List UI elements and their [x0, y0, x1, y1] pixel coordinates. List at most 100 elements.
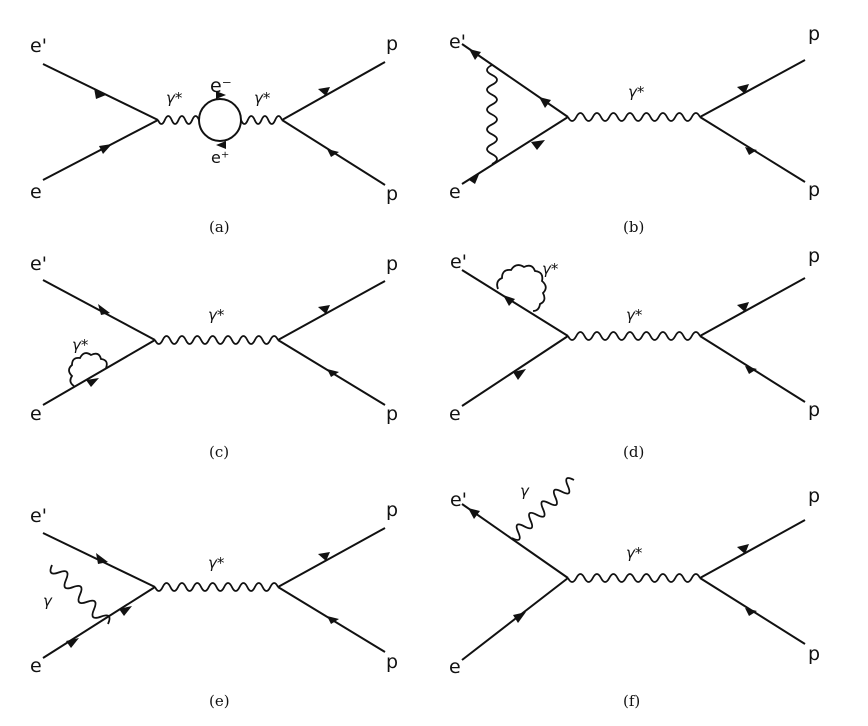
- arrow-hadron-top: [737, 544, 749, 554]
- arrow-out-lepton-1: [469, 49, 481, 60]
- line-hadron-top: [699, 277, 806, 337]
- arrow-hadron-bottom: [745, 366, 757, 374]
- label-hadron-top: p: [808, 485, 820, 507]
- label-photon: γ*: [626, 306, 643, 324]
- label-hadron-bottom: p: [386, 183, 398, 205]
- caption-f: (f): [623, 692, 640, 710]
- arrow-in-lepton: [86, 378, 99, 387]
- arrow-hadron-top: [737, 302, 749, 312]
- arrow-hadron-top: [318, 87, 330, 96]
- arrow-out-lepton-2: [539, 97, 551, 108]
- arrow-loop-bottom: [216, 141, 226, 149]
- label-out-lepton: e': [450, 489, 467, 511]
- photon-right: [240, 115, 283, 125]
- label-photon: γ*: [628, 83, 645, 101]
- caption-a: (a): [209, 218, 230, 236]
- label-hadron-bottom: p: [808, 399, 820, 421]
- arrow-hadron-top: [318, 552, 330, 561]
- label-out-lepton: e': [449, 31, 466, 53]
- label-self-energy: γ*: [72, 336, 89, 354]
- line-in-lepton: [42, 586, 156, 659]
- arrow-out-lepton: [468, 508, 480, 519]
- arrow-hadron-bottom: [327, 616, 339, 624]
- arrow-hadron-bottom: [745, 608, 757, 616]
- label-self-energy: γ*: [542, 260, 559, 278]
- label-photon: γ*: [626, 544, 643, 562]
- label-hadron-top: p: [386, 499, 398, 521]
- arrow-hadron-top: [318, 305, 330, 314]
- label-hadron-bottom: p: [386, 403, 398, 425]
- arrow-in-lepton: [513, 612, 526, 623]
- label-hadron-top: p: [808, 245, 820, 267]
- electron-loop: [198, 98, 242, 142]
- line-hadron-top: [281, 61, 386, 121]
- photon-exchange: [154, 335, 279, 345]
- label-in-lepton: e: [30, 181, 42, 203]
- arrow-hadron-bottom: [327, 369, 339, 377]
- self-energy-loop: [68, 352, 108, 387]
- arrow-loop-top: [216, 91, 226, 99]
- arrow-in-lepton: [99, 144, 112, 154]
- line-hadron-top: [699, 59, 806, 118]
- arrow-out-lepton: [98, 304, 110, 315]
- arrow-hadron-top: [737, 84, 749, 94]
- photon-exchange: [154, 582, 279, 592]
- arrow-out-lepton: [96, 553, 108, 564]
- arrow-in-lepton: [513, 369, 526, 380]
- label-in-lepton: e: [30, 655, 42, 677]
- caption-c: (c): [209, 443, 229, 461]
- label-hadron-top: p: [386, 33, 398, 55]
- arrow-out-lepton: [503, 295, 515, 306]
- diagram-f: e' e p p γ* γ (f): [449, 477, 820, 710]
- line-in-lepton: [42, 119, 159, 181]
- label-hadron-bottom: p: [808, 179, 820, 201]
- label-hadron-bottom: p: [386, 651, 398, 673]
- photon-exchange: [567, 112, 701, 122]
- arrow-in-lepton-1: [66, 638, 79, 648]
- label-in-lepton: e: [449, 403, 461, 425]
- label-in-lepton: e: [30, 403, 42, 425]
- label-out-lepton: e': [30, 35, 47, 57]
- real-photon: [511, 477, 575, 541]
- real-photon: [49, 564, 111, 625]
- line-out-lepton: [461, 503, 569, 579]
- label-hadron-top: p: [808, 23, 820, 45]
- label-real-photon: γ: [43, 592, 53, 610]
- arrow-hadron-bottom: [327, 149, 339, 157]
- label-out-lepton: e': [450, 251, 467, 273]
- label-photon-right: γ*: [254, 89, 271, 107]
- line-in-lepton: [461, 116, 569, 185]
- label-in-lepton: e: [449, 656, 461, 678]
- diagram-d: e' e p p γ* γ* (d): [449, 245, 820, 461]
- label-photon-left: γ*: [166, 89, 183, 107]
- diagram-a: e' e p p γ* γ* e⁻ e⁺ (a): [30, 33, 398, 236]
- line-in-lepton: [42, 339, 156, 406]
- line-out-lepton: [42, 279, 156, 341]
- arrow-out-lepton: [94, 88, 106, 99]
- label-loop-bottom: e⁺: [211, 148, 229, 167]
- diagram-c: e' e p p γ* γ* (c): [30, 253, 398, 461]
- photon-left: [157, 115, 200, 125]
- arrow-in-lepton-2: [119, 606, 132, 616]
- self-energy-loop: [496, 264, 547, 312]
- label-out-lepton: e': [30, 253, 47, 275]
- label-in-lepton: e: [449, 181, 461, 203]
- label-out-lepton: e': [30, 505, 47, 527]
- label-real-photon: γ: [520, 482, 530, 500]
- arrow-in-lepton-1: [531, 140, 545, 150]
- line-hadron-top: [277, 527, 386, 588]
- line-in-lepton: [461, 335, 569, 407]
- line-hadron-top: [277, 280, 386, 341]
- label-hadron-bottom: p: [808, 643, 820, 665]
- photon-exchange: [567, 573, 701, 583]
- vertex-photon: [486, 64, 498, 165]
- label-hadron-top: p: [386, 253, 398, 275]
- caption-e: (e): [209, 692, 230, 710]
- line-hadron-top: [699, 519, 806, 579]
- arrow-in-lepton-2: [469, 172, 480, 184]
- caption-d: (d): [623, 443, 644, 461]
- caption-b: (b): [623, 218, 644, 236]
- label-photon: γ*: [208, 554, 225, 572]
- photon-exchange: [567, 331, 701, 341]
